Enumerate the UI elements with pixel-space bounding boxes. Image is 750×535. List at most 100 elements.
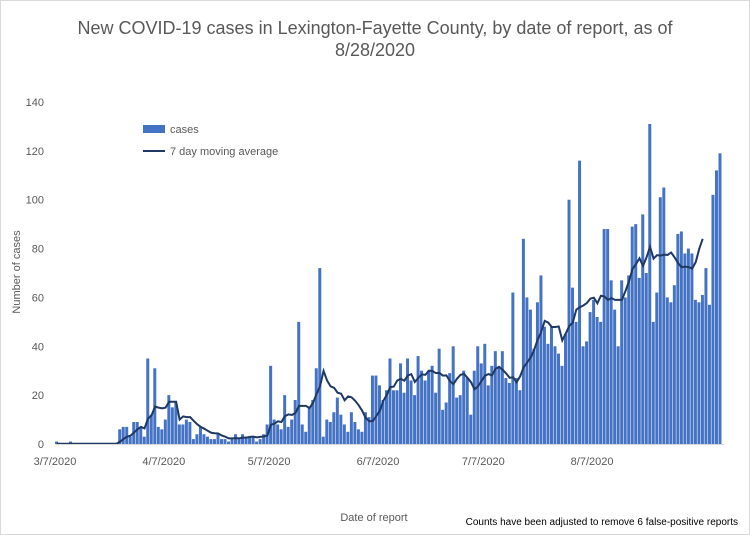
cases-bar: [651, 321, 655, 444]
cases-bar: [546, 343, 550, 444]
cases-bar: [388, 358, 392, 444]
cases-bar: [616, 346, 620, 444]
y-axis-ticks: 0 20 40 60 80 100 120 140: [26, 97, 44, 451]
cases-bar: [592, 299, 596, 444]
x-tick-label: 6/7/2020: [357, 456, 400, 468]
cases-bar: [574, 321, 578, 444]
cases-bar: [367, 417, 371, 444]
cases-bar: [669, 302, 673, 444]
y-tick-label: 80: [32, 244, 44, 256]
cases-bar: [662, 187, 666, 444]
cases-bar: [209, 439, 213, 444]
cases-bar: [325, 419, 329, 444]
cases-bar: [595, 316, 599, 444]
y-tick-label: 40: [32, 341, 44, 353]
cases-bar: [609, 280, 613, 444]
cases-bar: [479, 363, 483, 444]
cases-bar: [542, 326, 546, 444]
cases-bar: [258, 439, 262, 444]
cases-bar: [493, 351, 497, 444]
cases-bar: [290, 419, 294, 444]
cases-bar: [346, 431, 350, 444]
cases-bar: [198, 426, 202, 444]
cases-bar: [539, 275, 543, 444]
cases-bar: [177, 424, 181, 444]
cases-bar: [532, 348, 536, 444]
cases-bar: [571, 287, 575, 444]
cases-bar: [406, 358, 410, 444]
cases-bar: [125, 426, 129, 444]
cases-bar: [514, 378, 518, 444]
cases-bar: [248, 436, 252, 444]
x-tick-label: 8/7/2020: [571, 456, 614, 468]
cases-bar: [518, 390, 522, 444]
cases-bar: [549, 326, 553, 444]
cases-bar: [644, 273, 648, 444]
cases-bar: [444, 402, 448, 444]
cases-bar: [370, 375, 374, 444]
cases-bar: [511, 292, 515, 444]
cases-bar: [142, 436, 146, 444]
x-axis-ticks: 3/7/2020 4/7/2020 5/7/2020 6/7/2020 7/7/2020…: [34, 456, 614, 468]
cases-bar: [623, 297, 627, 444]
cases-bar: [490, 365, 494, 444]
cases-bar: [588, 312, 592, 444]
cases-bar: [416, 356, 420, 444]
cases-bar: [697, 302, 701, 444]
y-tick-label: 60: [32, 292, 44, 304]
cases-bar: [658, 197, 662, 444]
cases-bar: [181, 424, 185, 444]
cases-bar: [655, 292, 659, 444]
cases-bar: [297, 321, 301, 444]
cases-bar: [255, 441, 259, 444]
x-axis-title: Date of report: [340, 512, 407, 524]
cases-bar: [219, 439, 223, 444]
cases-bar: [205, 436, 209, 444]
cases-bar: [384, 390, 388, 444]
cases-bar: [476, 346, 480, 444]
chart-title-date: 8/28/2020: [334, 40, 416, 60]
cases-bar: [630, 226, 634, 444]
cases-bar: [374, 375, 378, 444]
cases-bar: [139, 426, 143, 444]
cases-bar: [497, 368, 501, 444]
cases-bar: [718, 153, 722, 445]
cases-bar: [578, 160, 582, 444]
cases-bar: [437, 348, 441, 444]
cases-bar: [230, 439, 234, 444]
cases-bar: [283, 395, 287, 444]
cases-bar: [704, 268, 708, 444]
cases-bar: [237, 439, 241, 444]
cases-bar: [500, 351, 504, 444]
cases-bar: [620, 280, 624, 444]
cases-bar: [276, 424, 280, 444]
cases-bar: [381, 400, 385, 444]
cases-bar: [469, 414, 473, 444]
cases-bar: [251, 436, 255, 444]
x-tick-label: 3/7/2020: [34, 456, 77, 468]
cases-bar: [634, 224, 638, 444]
cases-bar: [293, 400, 297, 444]
cases-bar: [420, 370, 424, 444]
cases-bar: [465, 378, 469, 444]
cases-bar: [332, 412, 336, 444]
cases-bar: [564, 334, 568, 444]
cases-bar: [191, 439, 195, 444]
cases-bar: [665, 297, 669, 444]
cases-bar: [311, 400, 315, 444]
cases-bar: [553, 346, 557, 444]
cases-bar: [399, 363, 403, 444]
cases-bar: [693, 299, 697, 444]
cases-bar: [413, 395, 417, 444]
cases-bar: [244, 436, 248, 444]
cases-bar: [690, 253, 694, 444]
cases-bar: [279, 429, 283, 444]
cases-bar: [528, 309, 532, 444]
cases-bar: [700, 294, 704, 444]
cases-bar: [525, 297, 529, 444]
cases-bar: [434, 392, 438, 444]
cases-bar: [430, 365, 434, 444]
cases-bar: [627, 275, 631, 444]
cases-bar: [167, 395, 171, 444]
